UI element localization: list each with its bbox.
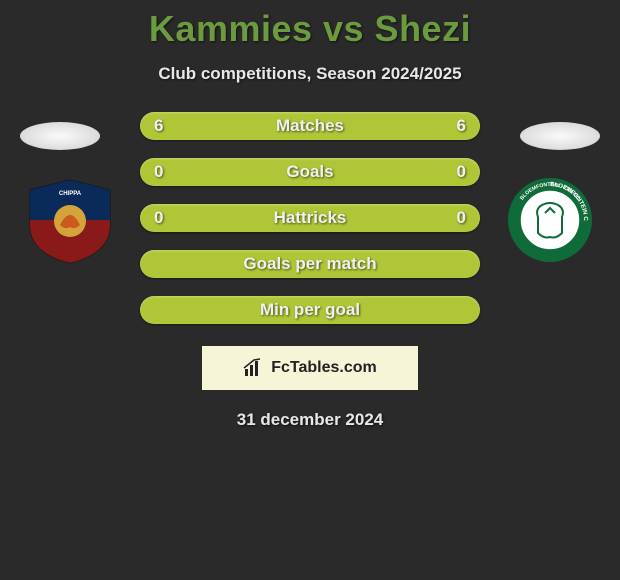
stat-left-value: 0	[154, 162, 163, 182]
club-badge-left: CHIPPA	[20, 175, 120, 265]
svg-text:CHIPPA: CHIPPA	[59, 191, 82, 197]
stat-row: 0 Hattricks 0	[140, 204, 480, 232]
comparison-card: Kammies vs Shezi Club competitions, Seas…	[0, 0, 620, 580]
stat-row: 6 Matches 6	[140, 112, 480, 140]
bar-chart-icon	[243, 357, 265, 379]
stat-left-value: 6	[154, 116, 163, 136]
brand-text: FcTables.com	[271, 359, 377, 377]
stat-right-value: 6	[457, 116, 466, 136]
page-title: Kammies vs Shezi	[0, 0, 620, 50]
subtitle: Club competitions, Season 2024/2025	[0, 64, 620, 84]
circle-badge-icon: BLOEMFONTEIN CELTIC BLOEMFONTEIN • CELTI…	[500, 175, 600, 265]
stat-label: Matches	[276, 116, 344, 136]
stat-row: Goals per match	[140, 250, 480, 278]
stat-label: Min per goal	[260, 300, 360, 320]
shield-icon: CHIPPA	[20, 175, 120, 265]
player-avatar-left	[20, 122, 100, 150]
stat-right-value: 0	[457, 208, 466, 228]
footer-date: 31 december 2024	[0, 410, 620, 430]
player-avatar-right	[520, 122, 600, 150]
stat-label: Goals	[286, 162, 333, 182]
club-badge-right: BLOEMFONTEIN CELTIC BLOEMFONTEIN • CELTI…	[500, 175, 600, 265]
stat-label: Goals per match	[243, 254, 376, 274]
stat-left-value: 0	[154, 208, 163, 228]
stat-row: Min per goal	[140, 296, 480, 324]
stat-row: 0 Goals 0	[140, 158, 480, 186]
branding-banner: FcTables.com	[202, 346, 418, 390]
stat-right-value: 0	[457, 162, 466, 182]
stat-label: Hattricks	[274, 208, 347, 228]
